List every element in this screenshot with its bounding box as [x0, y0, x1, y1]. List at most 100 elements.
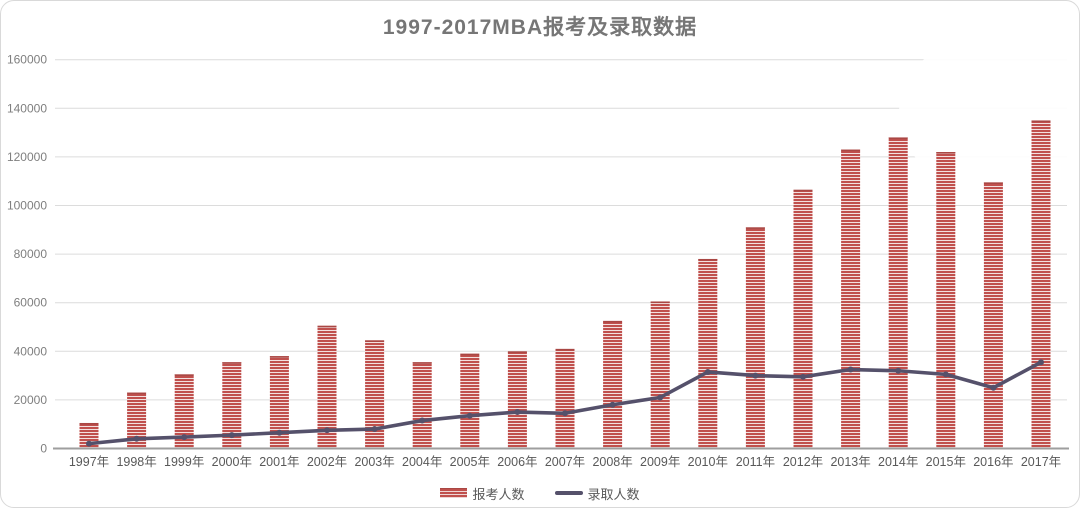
bar-2013年	[841, 149, 861, 449]
chart-title: 1997-2017MBA报考及录取数据	[382, 16, 698, 39]
x-tick-label: 2006年	[497, 455, 537, 469]
bar-2015年	[936, 152, 956, 449]
y-tick-label: 100000	[7, 199, 47, 213]
line-marker	[514, 409, 521, 416]
bar-top-cap	[555, 348, 575, 351]
line-marker	[133, 435, 140, 442]
x-tick-label: 2003年	[354, 455, 394, 469]
bar-top-cap	[603, 320, 623, 323]
y-tick-label: 20000	[14, 393, 48, 407]
bar-2002年	[317, 325, 337, 449]
x-tick-label: 2010年	[688, 455, 728, 469]
x-tick-label: 2001年	[259, 455, 299, 469]
legend-item-applicants: 报考人数	[440, 484, 525, 503]
bar-2016年	[983, 182, 1003, 449]
line-marker	[324, 427, 330, 434]
line-marker	[704, 368, 711, 375]
y-tick-label: 140000	[7, 101, 47, 115]
x-tick-label: 2013年	[830, 455, 870, 469]
x-tick-label: 2007年	[545, 455, 585, 469]
bar-2000年	[222, 362, 242, 449]
x-tick-label: 2004年	[402, 455, 442, 469]
x-tick-label: 2005年	[450, 455, 490, 469]
bar-top-cap	[841, 149, 861, 152]
bar-1998年	[127, 392, 147, 449]
bar-top-cap	[127, 392, 147, 395]
line-marker	[466, 412, 473, 419]
bar-top-cap	[412, 362, 432, 364]
line-marker	[657, 394, 664, 401]
x-tick-label: 2017年	[1021, 455, 1061, 469]
bar-2003年	[365, 340, 385, 449]
line-marker	[276, 429, 283, 436]
bar-top-cap	[460, 353, 480, 356]
x-tick-label: 2012年	[783, 455, 823, 469]
x-tick-label: 1997年	[69, 455, 109, 469]
x-tick-label: 1998年	[116, 455, 156, 469]
bar-top-cap	[698, 258, 718, 261]
striped-bar-swatch-icon	[440, 488, 468, 498]
legend-item-admitted: 录取人数	[554, 484, 640, 503]
y-tick-label: 0	[40, 442, 47, 456]
line-marker	[1038, 359, 1044, 366]
x-tick-label: 2009年	[640, 455, 680, 469]
x-tick-label: 2016年	[973, 455, 1013, 469]
x-tick-label: 2000年	[212, 455, 252, 469]
bar-top-cap	[174, 374, 194, 376]
line-swatch-icon	[554, 491, 583, 495]
bar-2001年	[269, 356, 289, 449]
bar-top-cap	[745, 227, 765, 229]
bar-top-cap	[888, 137, 908, 140]
line-marker	[895, 367, 902, 374]
line-marker	[419, 417, 426, 424]
line-marker	[942, 371, 949, 378]
bar-top-cap	[1031, 120, 1051, 123]
line-marker	[228, 432, 235, 439]
watermark-blob	[899, 31, 1079, 195]
bar-top-cap	[365, 340, 385, 342]
line-marker	[86, 440, 92, 447]
bar-top-cap	[222, 362, 242, 364]
bar-2007年	[555, 348, 575, 449]
chart-legend: 报考人数 录取人数	[1, 482, 1079, 504]
bar-2005年	[460, 353, 480, 449]
line-marker	[181, 434, 188, 441]
bar-top-cap	[650, 301, 670, 304]
x-tick-label: 2008年	[592, 455, 632, 469]
line-marker	[371, 426, 378, 433]
x-tick-label: 2011年	[736, 455, 775, 469]
bar-top-cap	[983, 182, 1003, 185]
legend-label: 报考人数	[472, 486, 525, 502]
bar-1999年	[174, 374, 194, 449]
bar-top-cap	[79, 422, 99, 425]
x-tick-label: 2014年	[878, 455, 918, 469]
y-tick-label: 160000	[7, 53, 47, 67]
line-marker	[562, 410, 568, 417]
bar-2008年	[603, 320, 623, 449]
bar-2006年	[507, 351, 527, 449]
x-tick-label: 1999年	[164, 455, 204, 469]
line-marker	[752, 372, 759, 379]
bar-top-cap	[936, 152, 956, 154]
bar-2012年	[793, 189, 813, 449]
x-tick-label: 2015年	[926, 455, 966, 469]
y-tick-label: 60000	[14, 296, 48, 310]
bar-2009年	[650, 301, 670, 449]
bar-2004年	[412, 362, 432, 449]
y-tick-label: 40000	[14, 344, 48, 358]
bar-2011年	[745, 227, 765, 449]
legend-label: 录取人数	[587, 486, 640, 502]
line-marker	[609, 401, 616, 408]
line-marker	[847, 366, 854, 373]
bar-top-cap	[317, 325, 337, 328]
line-marker	[990, 384, 997, 391]
bar-2017年	[1031, 120, 1051, 449]
y-tick-label: 120000	[7, 150, 47, 164]
bar-top-cap	[269, 356, 289, 358]
y-tick-label: 80000	[14, 247, 48, 261]
bar-top-cap	[507, 351, 527, 353]
x-tick-label: 2002年	[307, 455, 347, 469]
bar-top-cap	[793, 189, 813, 192]
